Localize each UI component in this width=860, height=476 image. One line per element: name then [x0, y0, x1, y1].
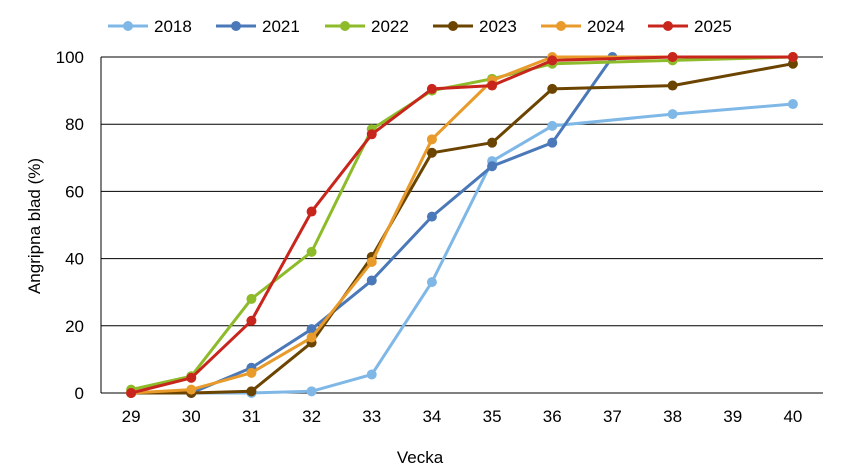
- data-point: [306, 206, 317, 217]
- data-point: [547, 55, 558, 66]
- data-point: [547, 83, 558, 94]
- data-point: [246, 315, 257, 326]
- legend-item-2024: 2024: [541, 17, 625, 36]
- data-point: [306, 332, 317, 343]
- x-tick-label: 39: [723, 407, 742, 426]
- data-point: [126, 388, 137, 398]
- data-point: [426, 83, 437, 94]
- data-point: [246, 386, 257, 397]
- data-point: [306, 246, 317, 257]
- y-axis-title: Angripna blad (%): [25, 158, 44, 294]
- legend-label: 2021: [262, 17, 300, 36]
- data-point: [487, 80, 498, 91]
- data-point: [306, 324, 317, 335]
- data-point: [426, 134, 437, 145]
- data-point: [306, 386, 317, 397]
- data-point: [547, 137, 558, 148]
- data-point: [186, 372, 197, 383]
- x-tick-label: 34: [422, 407, 441, 426]
- legend: 2018 2021 2022 2023 2024 2025: [108, 17, 732, 36]
- x-tick-label: 32: [302, 407, 321, 426]
- data-point: [366, 369, 377, 380]
- legend-item-2023: 2023: [433, 17, 517, 36]
- y-tick-label: 80: [65, 115, 84, 134]
- y-tick-label: 100: [56, 48, 84, 67]
- y-tick-label: 60: [65, 182, 84, 201]
- legend-marker: [448, 21, 458, 31]
- x-tick-label: 38: [663, 407, 682, 426]
- data-point: [667, 109, 678, 120]
- legend-label: 2024: [587, 17, 625, 36]
- series-group: [126, 52, 798, 398]
- legend-marker: [340, 21, 350, 31]
- data-point: [667, 52, 678, 62]
- x-axis-title: Vecka: [397, 448, 444, 467]
- x-tick-label: 29: [122, 407, 141, 426]
- data-point: [366, 129, 377, 140]
- legend-item-2025: 2025: [648, 17, 732, 36]
- data-point: [787, 52, 798, 62]
- x-tick-label: 36: [543, 407, 562, 426]
- series-2018: [126, 99, 798, 398]
- legend-item-2021: 2021: [216, 17, 300, 36]
- y-tick-label: 40: [65, 250, 84, 269]
- series-line: [131, 56, 614, 395]
- series-line: [131, 62, 794, 395]
- data-point: [366, 256, 377, 267]
- legend-label: 2025: [694, 17, 732, 36]
- legend-item-2018: 2018: [108, 17, 192, 36]
- series-2025: [126, 52, 798, 398]
- legend-marker: [231, 21, 241, 31]
- x-tick-label: 35: [483, 407, 502, 426]
- data-point: [547, 120, 558, 131]
- data-point: [787, 99, 798, 110]
- data-point: [246, 367, 257, 378]
- series-line: [130, 55, 793, 395]
- data-point: [366, 275, 377, 286]
- data-point: [186, 384, 197, 395]
- x-tick-label: 31: [242, 407, 261, 426]
- y-tick-label: 0: [75, 384, 84, 403]
- legend-item-2022: 2022: [325, 17, 409, 36]
- legend-label: 2018: [154, 17, 192, 36]
- legend-label: 2023: [479, 17, 517, 36]
- series-line: [131, 55, 793, 395]
- x-tick-label: 30: [182, 407, 201, 426]
- legend-label: 2022: [371, 17, 409, 36]
- data-point: [667, 80, 678, 91]
- series-2021: [126, 52, 618, 398]
- data-point: [487, 137, 498, 148]
- legend-marker: [663, 21, 673, 31]
- legend-marker: [556, 21, 566, 31]
- x-tick-label: 33: [362, 407, 381, 426]
- data-point: [246, 293, 257, 304]
- data-point: [426, 211, 437, 222]
- data-point: [487, 161, 498, 172]
- tick-labels: 0 20 40 60 80 100 29 30 31 32 33 34 35 36 37 38 39 40: [56, 48, 803, 426]
- data-point: [426, 277, 437, 288]
- x-tick-label: 40: [783, 407, 802, 426]
- legend-marker: [123, 21, 133, 31]
- data-point: [426, 147, 437, 158]
- y-tick-label: 20: [65, 317, 84, 336]
- x-tick-label: 37: [603, 407, 622, 426]
